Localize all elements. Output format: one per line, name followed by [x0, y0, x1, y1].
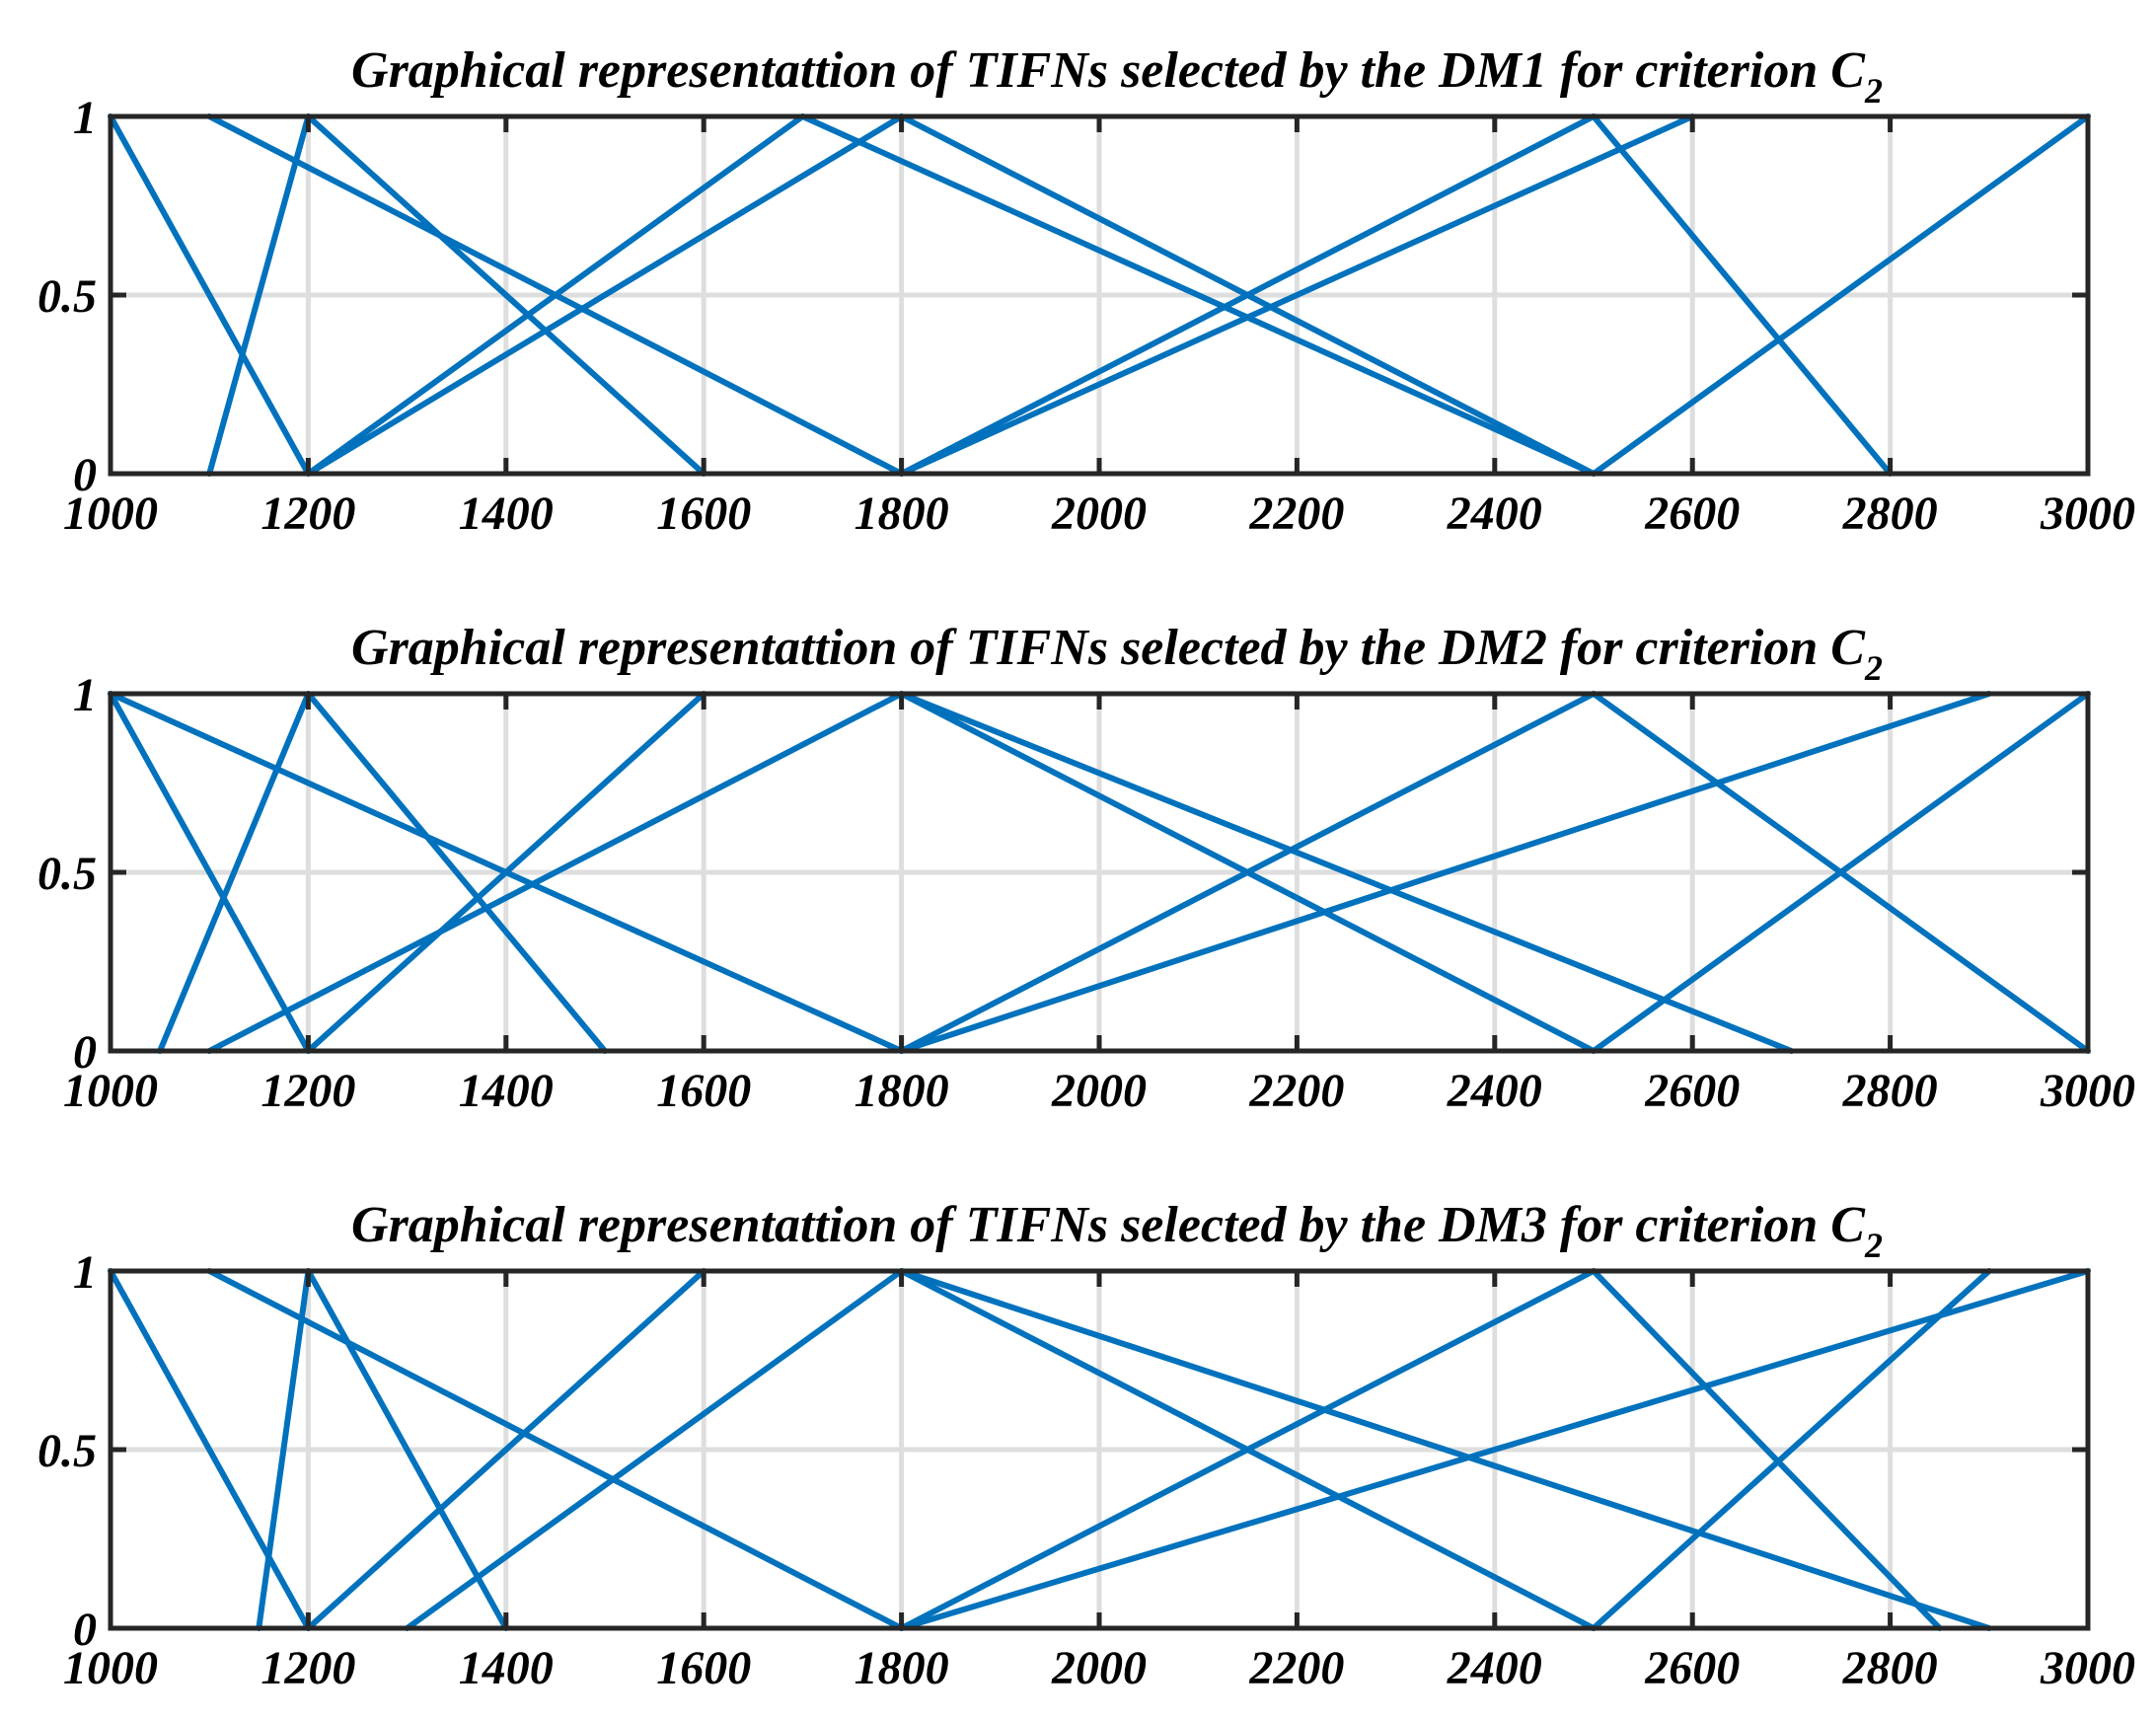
x-tick-label: 2000	[1051, 1065, 1147, 1117]
axes-box	[108, 1268, 2091, 1631]
x-tick-label: 1800	[855, 1642, 949, 1694]
series-line-4	[305, 691, 608, 1054]
series-line-6	[404, 1268, 905, 1631]
chart-title-main: Graphical representattion of TIFNs selec…	[351, 42, 1866, 99]
y-tick-label: 0	[73, 449, 97, 501]
x-tick-label: 1000	[63, 1642, 158, 1694]
y-tick-label: 0.5	[37, 848, 97, 900]
x-tick-label: 1600	[656, 487, 751, 540]
x-tick-label: 1000	[63, 487, 158, 540]
x-tick-label: 1200	[260, 487, 355, 540]
x-tick-label: 2600	[1644, 1065, 1740, 1117]
chart-title-subscript: 2	[1864, 648, 1883, 688]
series-line-5	[305, 691, 707, 1054]
chart-panel-1: 1000 1200 1400 1600 1800 2000 2200 2400 2600 2800…	[37, 42, 2135, 540]
series-line-4	[206, 1268, 905, 1631]
x-tick-label: 1000	[63, 1065, 158, 1117]
x-tick-label: 2400	[1447, 1642, 1542, 1694]
y-tick-label: 0.5	[37, 270, 97, 323]
x-tick-label: 1400	[459, 1065, 554, 1117]
series-line-3	[305, 1268, 509, 1631]
x-tick-label: 2800	[1842, 487, 1938, 540]
x-tick-label: 2800	[1842, 1642, 1938, 1694]
series-line-11	[1591, 1268, 1943, 1631]
x-tick-label: 1200	[260, 1642, 355, 1694]
series-line-2	[206, 113, 312, 477]
chart-title-subscript: 2	[1864, 1226, 1883, 1265]
series-line-3	[157, 691, 312, 1054]
x-tick-label: 1600	[656, 1065, 751, 1117]
series-line-12	[1591, 113, 2091, 477]
series-line-12	[1591, 691, 2091, 1054]
series-line-12	[1591, 1268, 1992, 1631]
series-line-2	[256, 1268, 312, 1631]
series-line-7	[799, 113, 1597, 477]
chart-title: Graphical representattion of TIFNs selec…	[351, 620, 1883, 688]
x-tick-label: 2000	[1051, 487, 1147, 540]
chart-panel-3: 1000 1200 1400 1600 1800 2000 2200 2400 2600 2800…	[37, 1197, 2135, 1694]
x-tick-label: 3000	[2040, 1642, 2135, 1694]
x-tick-label: 2400	[1447, 487, 1542, 540]
series-line-3	[305, 113, 707, 477]
series-line-9	[898, 1268, 1597, 1631]
chart-title: Graphical representattion of TIFNs selec…	[351, 1197, 1883, 1265]
series-line-8	[898, 691, 1795, 1054]
series-line-11	[1591, 113, 1894, 477]
series-line-9	[898, 113, 1597, 477]
series-line-10	[898, 113, 1696, 477]
y-tick-label: 0	[73, 1026, 97, 1079]
x-tick-label: 1400	[459, 1642, 554, 1694]
x-tick-label: 1800	[855, 1065, 949, 1117]
axes-box	[108, 113, 2091, 477]
series-line-5	[305, 1268, 707, 1631]
x-tick-label: 1600	[656, 1642, 751, 1694]
axes-box	[108, 691, 2091, 1054]
y-tick-label: 1	[73, 669, 97, 721]
y-tick-label: 0.5	[37, 1425, 97, 1477]
y-tick-label: 1	[73, 92, 97, 144]
series-line-10	[898, 691, 1992, 1054]
series-line-6	[206, 691, 905, 1054]
x-tick-label: 2600	[1644, 1642, 1740, 1694]
x-tick-label: 2800	[1842, 1065, 1938, 1117]
x-tick-label: 1800	[855, 487, 949, 540]
x-tick-label: 2200	[1248, 1642, 1344, 1694]
chart-title: Graphical representattion of TIFNs selec…	[351, 42, 1883, 111]
x-tick-label: 2400	[1447, 1065, 1542, 1117]
x-tick-label: 3000	[2040, 487, 2135, 540]
series-line-6	[305, 113, 905, 477]
y-tick-label: 0	[73, 1604, 97, 1656]
x-tick-label: 1400	[459, 487, 554, 540]
x-tick-label: 3000	[2040, 1065, 2135, 1117]
series-line-1	[108, 113, 312, 477]
x-tick-label: 2600	[1644, 487, 1740, 540]
x-tick-label: 2200	[1248, 1065, 1344, 1117]
x-tick-label: 2200	[1248, 487, 1344, 540]
series-line-8	[898, 1268, 1992, 1631]
series-line-9	[898, 691, 1597, 1054]
series-line-10	[898, 1268, 2091, 1631]
series-line-5	[305, 113, 806, 477]
x-tick-label: 2000	[1051, 1642, 1147, 1694]
chart-panel-2: 1000 1200 1400 1600 1800 2000 2200 2400 2600 2800…	[37, 620, 2135, 1117]
chart-title-subscript: 2	[1864, 71, 1883, 111]
series-line-1	[108, 691, 312, 1054]
x-tick-label: 1200	[260, 1065, 355, 1117]
chart-title-main: Graphical representattion of TIFNs selec…	[351, 620, 1866, 676]
chart-title-main: Graphical representattion of TIFNs selec…	[351, 1197, 1866, 1253]
series-line-1	[108, 1268, 312, 1631]
y-tick-label: 1	[73, 1246, 97, 1299]
